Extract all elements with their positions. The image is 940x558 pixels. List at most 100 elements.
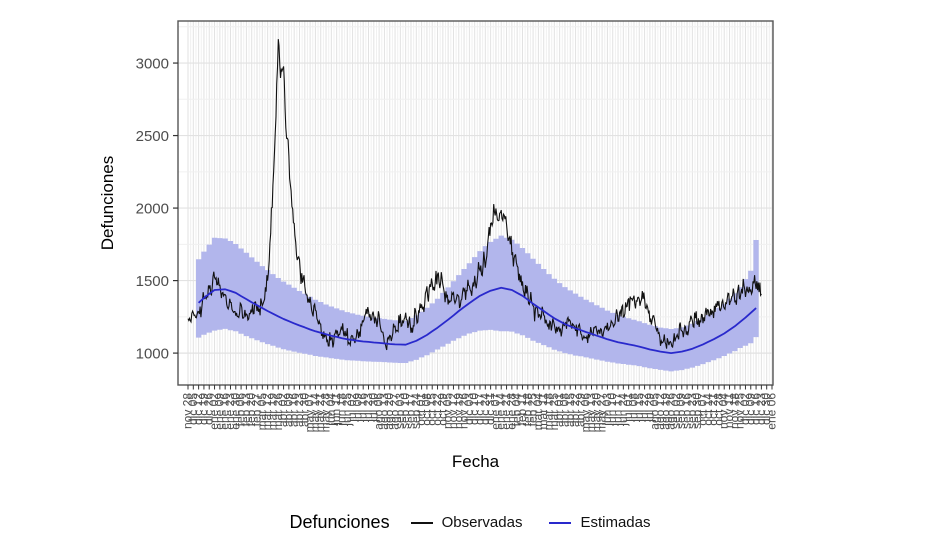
x-tick-label: ago 20 — [382, 393, 396, 430]
x-tick-label: dic 16 — [749, 393, 763, 425]
x-tick-label: dic 10 — [467, 393, 481, 425]
x-tick-label: jun 17 — [611, 393, 625, 427]
x-tick-label: nov 25 — [733, 393, 747, 429]
x-tick-label: jun 18 — [334, 393, 348, 427]
x-tick-label: dic 09 — [743, 393, 757, 425]
x-tick-label: feb 04 — [510, 393, 524, 427]
x-tick-label: mar 25 — [547, 393, 561, 431]
x-tick-label: ago 12 — [653, 393, 667, 430]
x-tick-label: nov 19 — [451, 393, 465, 429]
x-tick-label: mar 12 — [260, 393, 274, 431]
x-tick-label: ene 07 — [488, 393, 502, 430]
x-tick-label: jul 08 — [626, 393, 640, 423]
x-tick-label: ene 16 — [218, 393, 232, 430]
legend-label-observadas: Observadas — [441, 514, 523, 531]
x-tick-label: may 20 — [589, 393, 603, 433]
x-tick-label: ene 21 — [499, 393, 513, 430]
x-tick-label: dic 23 — [754, 393, 768, 425]
x-tick-label: mar 04 — [531, 393, 545, 431]
x-tick-label: sep 16 — [680, 393, 694, 429]
x-tick-label: abr 29 — [573, 393, 587, 427]
x-tick-label: ago 19 — [658, 393, 672, 430]
legend-item-estimadas: Estimadas — [548, 514, 650, 531]
x-tick-label: dic 17 — [473, 393, 487, 425]
x-tick-label: jul 01 — [621, 393, 635, 423]
x-tick-label: jun 03 — [600, 393, 614, 427]
x-tick-label: jul 09 — [350, 393, 364, 423]
legend-label-estimadas: Estimadas — [580, 514, 651, 531]
x-tick-label: abr 23 — [292, 393, 306, 427]
x-tick-label: abr 02 — [276, 393, 290, 427]
x-tick-label: may 21 — [313, 393, 327, 433]
x-tick-label: ago 06 — [372, 393, 386, 430]
estimated-series-line — [197, 286, 757, 355]
x-tick-label: dic 02 — [738, 393, 752, 425]
x-tick-label: abr 08 — [557, 393, 571, 427]
x-tick-label: jul 23 — [361, 393, 375, 423]
x-tick-label: feb 06 — [234, 393, 248, 427]
x-tick-label: sep 24 — [409, 393, 423, 429]
x-tick-label: oct 21 — [706, 393, 720, 426]
legend-item-observadas: Observadas — [410, 514, 523, 531]
x-tick-label: oct 22 — [430, 393, 444, 426]
x-tick-label: nov 11 — [722, 393, 736, 428]
x-tick-label: ago 27 — [388, 393, 402, 430]
x-tick-label: ene 30 — [228, 393, 242, 430]
x-tick-label: ago 05 — [648, 393, 662, 430]
x-tick-label: jun 11 — [329, 393, 343, 426]
x-tick-label: dic 12 — [191, 393, 205, 425]
x-tick-label: feb 25 — [526, 393, 540, 427]
x-tick-label: mar 19 — [265, 393, 279, 431]
x-tick-label: ene 14 — [494, 393, 508, 430]
x-tick-label: mar 05 — [255, 393, 269, 431]
x-tick-label: sep 17 — [403, 393, 417, 429]
x-tick-label: dic 03 — [462, 393, 476, 425]
x-tick-label: ene 28 — [504, 393, 518, 430]
x-tick-label: jul 16 — [356, 393, 370, 423]
y-tick-label: 2000 — [136, 200, 169, 217]
x-tick-label: nov 28 — [181, 393, 195, 429]
x-tick-label: dic 05 — [186, 393, 200, 425]
observed-line-key-icon — [410, 521, 433, 524]
x-tick-label: sep 30 — [690, 393, 704, 429]
x-tick-label: feb 18 — [520, 393, 534, 427]
x-tick-label: sep 02 — [669, 393, 683, 429]
observed-series-line — [187, 39, 762, 351]
x-tick-label: oct 08 — [419, 393, 433, 426]
x-tick-label: nov 05 — [441, 393, 455, 429]
x-tick-label: ene 09 — [212, 393, 226, 430]
x-tick-label: feb 13 — [239, 393, 253, 427]
x-tick-label: jul 29 — [642, 393, 656, 423]
x-tick-label: oct 01 — [414, 393, 428, 426]
x-tick-label: abr 22 — [568, 393, 582, 427]
x-tick-label: mar 26 — [271, 393, 285, 431]
x-tick-label: oct 07 — [695, 393, 709, 426]
x-tick-label: may 27 — [595, 393, 609, 433]
x-tick-label: jul 30 — [366, 393, 380, 423]
x-tick-label: oct 28 — [711, 393, 725, 426]
x-tick-label: jun 25 — [340, 393, 354, 427]
x-tick-label: jun 24 — [616, 393, 630, 427]
x-tick-label: nov 26 — [457, 393, 471, 429]
x-tick-label: jun 10 — [605, 393, 619, 427]
x-tick-label: nov 12 — [446, 393, 460, 429]
legend: Defunciones Observadas Estimadas — [0, 512, 940, 533]
x-tick-label: nov 04 — [717, 393, 731, 429]
y-tick-label: 1500 — [136, 273, 169, 290]
x-tick-label: mar 11 — [536, 393, 550, 430]
x-tick-label: dic 31 — [483, 393, 497, 425]
x-tick-label: sep 09 — [674, 393, 688, 429]
x-tick-label: feb 20 — [244, 393, 258, 427]
x-tick-label: may 14 — [308, 393, 322, 433]
x-tick-label: ago 26 — [664, 393, 678, 430]
x-tick-label: may 13 — [584, 393, 598, 433]
x-tick-label: ago 13 — [377, 393, 391, 430]
x-tick-label: feb 11 — [515, 393, 529, 426]
x-tick-label: dic 19 — [196, 393, 210, 425]
panel-border — [177, 20, 774, 386]
x-tick-label: jun 04 — [324, 393, 338, 427]
y-tick-label: 1000 — [136, 345, 169, 362]
x-tick-label: sep 10 — [398, 393, 412, 429]
